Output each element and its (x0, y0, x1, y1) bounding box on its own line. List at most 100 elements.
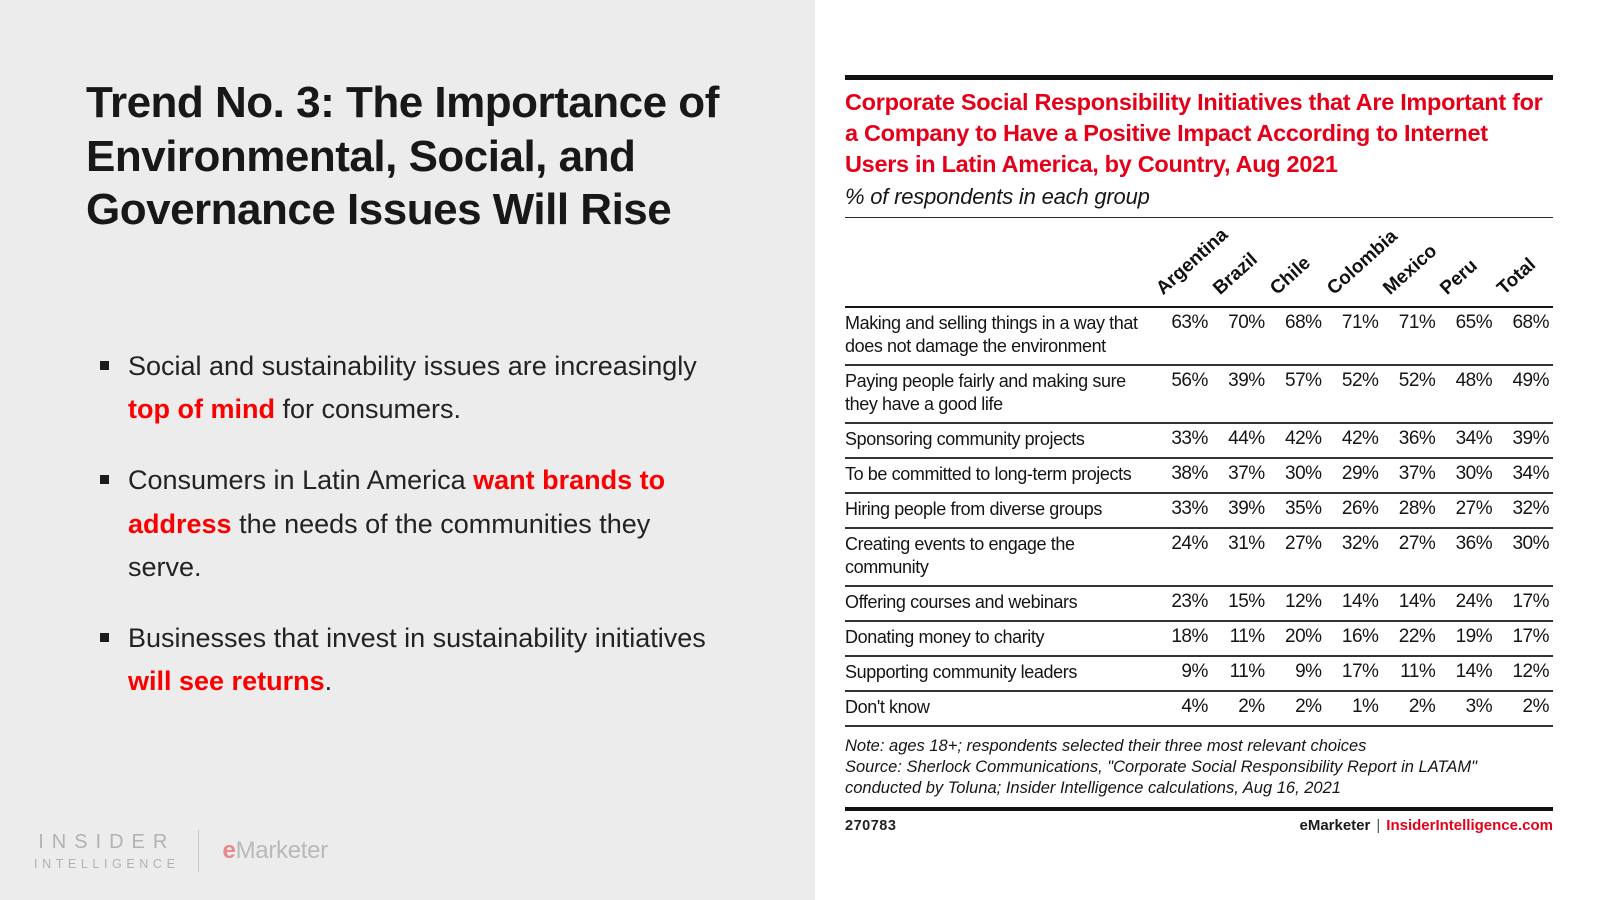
row-value: 31% (1228, 533, 1265, 555)
row-value: 71% (1341, 312, 1379, 334)
row-value: 16% (1341, 626, 1379, 648)
row-value: 12% (1285, 591, 1322, 613)
row-value: 19% (1455, 626, 1493, 648)
row-value: 38% (1171, 463, 1208, 485)
row-value: 17% (1512, 591, 1549, 613)
row-value: 63% (1171, 312, 1208, 334)
table-row: Sponsoring community projects 33% 44% 42% 42… (845, 424, 1553, 460)
bullet-square-icon (100, 632, 109, 642)
bullet-text: Businesses that invest in sustainability… (128, 622, 706, 697)
bullet-square-icon (100, 475, 109, 485)
row-value: 68% (1512, 312, 1549, 334)
row-value: 14% (1341, 591, 1379, 613)
row-value: 32% (1512, 498, 1549, 520)
row-value: 34% (1455, 428, 1493, 450)
row-value: 30% (1512, 533, 1549, 555)
row-value: 37% (1228, 463, 1265, 485)
chart-subtitle: % of respondents in each group (845, 184, 1150, 210)
footer-site-link: InsiderIntelligence.com (1386, 817, 1553, 835)
row-value: 14% (1398, 591, 1436, 613)
row-value: 33% (1171, 428, 1208, 450)
row-value: 49% (1512, 370, 1549, 392)
row-value: 17% (1341, 661, 1379, 683)
table-row: Don't know 4% 2% 2% 1% 2% 3% 2% (845, 692, 1553, 728)
left-panel: Trend No. 3: The Importance of Environme… (0, 0, 815, 900)
row-label: Hiring people from diverse groups (845, 499, 1102, 520)
bullet-text: Consumers in Latin America want brands t… (128, 465, 666, 582)
row-label: Supporting community leaders (845, 662, 1077, 683)
chart-title: Corporate Social Responsibility Initiati… (845, 89, 1543, 178)
bullet-item: Consumers in Latin America want brands t… (100, 459, 715, 589)
emarketer-rest: Marketer (235, 837, 329, 864)
row-value: 36% (1455, 533, 1493, 555)
insider-wordmark: INSIDER INTELLIGENCE (34, 831, 180, 871)
row-value: 2% (1522, 696, 1550, 718)
table-row: Hiring people from diverse groups 33% 39% 3… (845, 494, 1553, 530)
row-value: 15% (1228, 591, 1265, 613)
row-value: 30% (1455, 463, 1493, 485)
chart-source: Source: Sherlock Communications, "Corpor… (845, 758, 1477, 797)
chart-bottom-rule (845, 807, 1553, 812)
row-value: 33% (1171, 498, 1208, 520)
row-label: To be committed to long-term projects (845, 464, 1132, 485)
table-row: Creating events to engage the community 2… (845, 529, 1553, 588)
row-value: 39% (1228, 498, 1265, 520)
column-header: Peru (1436, 255, 1483, 300)
row-value: 57% (1285, 370, 1322, 392)
row-label: Creating events to engage the community (845, 534, 1075, 578)
row-value: 36% (1398, 428, 1436, 450)
footer-divider: | (1376, 817, 1381, 835)
row-value: 29% (1341, 463, 1379, 485)
row-value: 39% (1228, 370, 1265, 392)
row-value: 27% (1285, 533, 1322, 555)
row-value: 24% (1455, 591, 1493, 613)
row-label: Paying people fairly and making sure the… (845, 371, 1126, 415)
row-value: 27% (1398, 533, 1436, 555)
table-body: Making and selling things in a way that … (845, 308, 1553, 728)
row-value: 52% (1398, 370, 1436, 392)
row-label: Donating money to charity (845, 627, 1045, 648)
logo-insider-line2: INTELLIGENCE (34, 857, 180, 871)
bullet-square-icon (100, 361, 109, 370)
row-value: 18% (1171, 626, 1208, 648)
row-value: 14% (1455, 661, 1493, 683)
table-row: Donating money to charity 18% 11% 20% 16% 22%… (845, 622, 1553, 658)
row-label: Offering courses and webinars (845, 592, 1078, 613)
row-value: 22% (1398, 626, 1436, 648)
row-label: Don't know (845, 697, 930, 718)
row-value: 32% (1341, 533, 1379, 555)
row-value: 56% (1171, 370, 1208, 392)
row-value: 71% (1398, 312, 1436, 334)
row-value: 68% (1285, 312, 1322, 334)
column-header: Chile (1265, 252, 1315, 300)
row-value: 23% (1171, 591, 1208, 613)
logo-insider-line1: INSIDER (38, 831, 176, 853)
row-label: Sponsoring community projects (845, 429, 1085, 450)
row-value: 4% (1181, 696, 1208, 718)
row-value: 42% (1341, 428, 1379, 450)
footer-brand: eMarketer | InsiderIntelligence.com (1299, 817, 1553, 834)
row-value: 26% (1341, 498, 1379, 520)
row-value: 11% (1400, 661, 1436, 683)
row-value: 2% (1238, 696, 1265, 718)
bullet-item: Businesses that invest in sustainability… (100, 617, 715, 703)
row-value: 42% (1285, 428, 1322, 450)
row-value: 34% (1512, 463, 1549, 485)
row-value: 52% (1341, 370, 1379, 392)
row-value: 44% (1228, 428, 1265, 450)
row-value: 39% (1512, 428, 1549, 450)
table-header: Argentina Brazil Chile Colombia Mexico Peru To… (845, 218, 1553, 309)
header-top-rule (845, 217, 1553, 219)
row-value: 35% (1285, 498, 1322, 520)
row-value: 70% (1228, 312, 1265, 334)
row-value: 9% (1295, 661, 1322, 683)
chart-panel: Corporate Social Responsibility Initiati… (815, 0, 1600, 900)
bullet-list: Social and sustainability issues are inc… (100, 345, 715, 731)
footer-emarketer: eMarketer (1299, 817, 1371, 835)
table-row: Supporting community leaders 9% 11% 9% 17% 11… (845, 657, 1553, 693)
row-value: 65% (1455, 312, 1493, 334)
emarketer-wordmark: eMarketer (223, 837, 329, 865)
row-value: 2% (1408, 696, 1436, 718)
row-value: 20% (1285, 626, 1322, 648)
